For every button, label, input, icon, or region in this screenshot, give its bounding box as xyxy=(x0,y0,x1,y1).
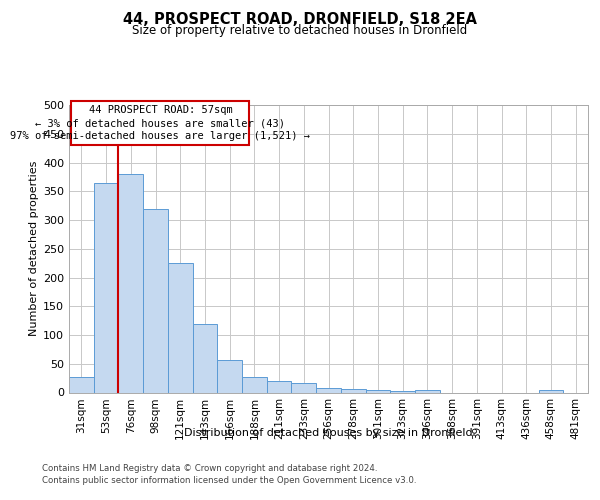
Text: Contains HM Land Registry data © Crown copyright and database right 2024.: Contains HM Land Registry data © Crown c… xyxy=(42,464,377,473)
Y-axis label: Number of detached properties: Number of detached properties xyxy=(29,161,39,336)
Bar xyxy=(168,263,193,392)
Bar xyxy=(539,390,563,392)
Bar xyxy=(94,182,118,392)
Text: ← 3% of detached houses are smaller (43): ← 3% of detached houses are smaller (43) xyxy=(35,118,286,128)
Bar xyxy=(143,208,168,392)
Bar xyxy=(267,381,292,392)
FancyBboxPatch shape xyxy=(71,101,250,146)
Text: 97% of semi-detached houses are larger (1,521) →: 97% of semi-detached houses are larger (… xyxy=(10,132,310,141)
Bar xyxy=(118,174,143,392)
Text: Size of property relative to detached houses in Dronfield: Size of property relative to detached ho… xyxy=(133,24,467,37)
Text: 44, PROSPECT ROAD, DRONFIELD, S18 2EA: 44, PROSPECT ROAD, DRONFIELD, S18 2EA xyxy=(123,12,477,28)
Bar xyxy=(365,390,390,392)
Bar xyxy=(341,389,365,392)
Bar xyxy=(390,391,415,392)
Bar xyxy=(242,377,267,392)
Bar xyxy=(69,377,94,392)
Bar xyxy=(415,390,440,392)
Bar xyxy=(193,324,217,392)
Bar xyxy=(217,360,242,392)
Text: Contains public sector information licensed under the Open Government Licence v3: Contains public sector information licen… xyxy=(42,476,416,485)
Text: 44 PROSPECT ROAD: 57sqm: 44 PROSPECT ROAD: 57sqm xyxy=(89,105,232,115)
Text: Distribution of detached houses by size in Dronfield: Distribution of detached houses by size … xyxy=(184,428,473,438)
Bar xyxy=(316,388,341,392)
Bar xyxy=(292,382,316,392)
